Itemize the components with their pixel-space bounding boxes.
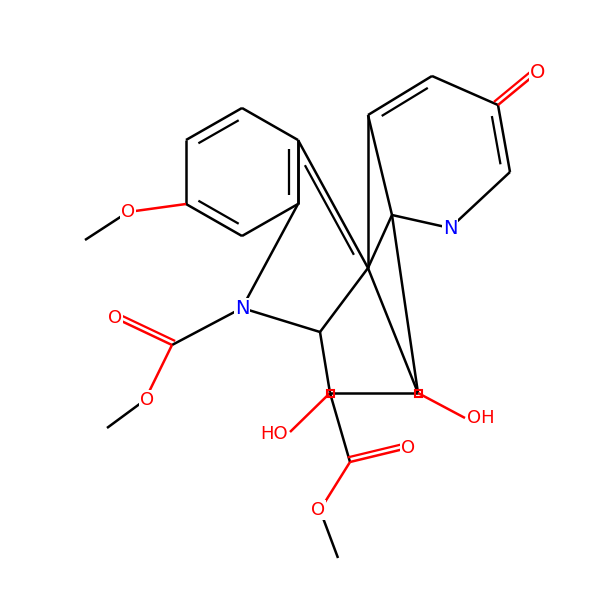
Text: O: O: [121, 203, 135, 221]
Text: O: O: [530, 62, 545, 82]
Text: O: O: [140, 391, 154, 409]
Text: OH: OH: [467, 409, 494, 427]
Text: N: N: [443, 218, 457, 238]
Text: N: N: [235, 298, 249, 317]
Text: O: O: [108, 309, 122, 327]
Bar: [326, 389, 334, 397]
Text: O: O: [311, 501, 325, 519]
Text: HO: HO: [260, 425, 288, 443]
Text: O: O: [401, 439, 415, 457]
Bar: [415, 389, 421, 397]
